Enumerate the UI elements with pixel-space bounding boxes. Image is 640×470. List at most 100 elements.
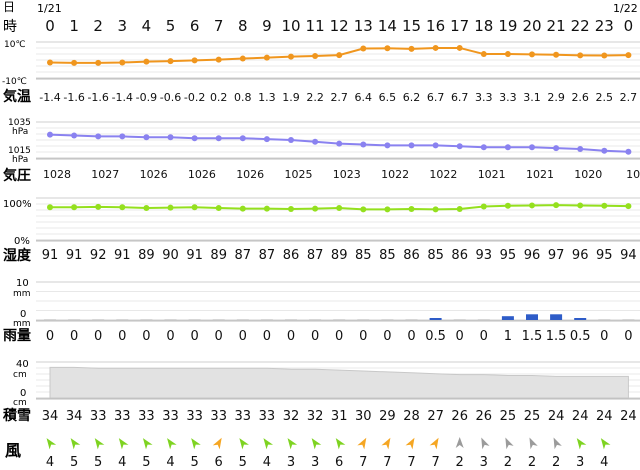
- temperature-value: 6.7: [427, 91, 445, 104]
- temperature-value: 2.5: [596, 91, 614, 104]
- wind-direction-icon: [381, 437, 391, 450]
- temperature-value: 2.9: [547, 91, 565, 104]
- humidity-point: [71, 204, 78, 211]
- pressure-value: 1021: [526, 168, 554, 181]
- humidity-value: 87: [235, 248, 252, 263]
- hour-label: 12: [330, 17, 349, 35]
- wind-direction-icon: [118, 438, 129, 450]
- humidity-value: 90: [162, 248, 179, 263]
- pressure-point: [625, 148, 632, 155]
- humidity-point: [432, 206, 439, 213]
- wind-icons: [46, 437, 611, 450]
- temperature-value: -0.9: [136, 91, 157, 104]
- temperature-point: [432, 44, 439, 51]
- rain-bar: [140, 319, 153, 320]
- humidity-value: 96: [524, 248, 541, 263]
- temperature-panel: 10℃ -10℃ 気温: [2, 40, 31, 105]
- humidity-point: [336, 204, 343, 211]
- pressure-point: [95, 133, 102, 140]
- rain-value: 1.5: [546, 329, 567, 344]
- humidity-point: [288, 206, 294, 213]
- rain-values: 0 0 0 0 0 0 0 0 0 0 0 0 0 0 0 0 0.5 0 0 1 1.5 1.5 0.5 0 0: [46, 329, 633, 344]
- pressure-point: [360, 141, 367, 148]
- humidity-value: 85: [355, 248, 372, 263]
- wind-speed-value: 4: [600, 455, 608, 470]
- humidity-value: 86: [451, 248, 468, 263]
- rain-bar: [188, 319, 201, 320]
- pressure-point: [504, 144, 511, 151]
- wind-speed-value: 5: [142, 455, 150, 470]
- humidity-value: 96: [572, 248, 589, 263]
- snow-value: 33: [90, 409, 107, 424]
- wind-speed-value: 4: [118, 455, 126, 470]
- rain-value: 0: [70, 329, 78, 344]
- pressure-point: [47, 131, 53, 138]
- hour-label: 21: [547, 17, 566, 35]
- hour-label: 8: [238, 17, 248, 35]
- pressure-point: [432, 142, 439, 149]
- snow-value: 32: [283, 409, 300, 424]
- snow-value: 25: [500, 409, 517, 424]
- humidity-point: [504, 202, 511, 209]
- hour-label: 16: [426, 17, 445, 35]
- wind-direction-icon: [142, 438, 153, 450]
- temperature-grid: [36, 41, 640, 80]
- temperature-point: [336, 52, 343, 59]
- hour-label: 7: [214, 17, 224, 35]
- wind-direction-icon: [46, 438, 57, 450]
- pressure-point: [336, 140, 343, 147]
- humidity-point: [456, 206, 463, 213]
- wind-speed-value: 7: [431, 455, 439, 470]
- humidity-point: [239, 205, 246, 212]
- rain-bar: [501, 316, 514, 320]
- humidity-value: 94: [620, 248, 637, 263]
- rain-bar: [309, 319, 322, 320]
- hour-label: 6: [190, 17, 200, 35]
- hour-label: 4: [142, 17, 152, 35]
- snow-axis-unit-bottom: cm: [13, 398, 27, 408]
- wind-speed-value: 7: [407, 455, 415, 470]
- wind-direction-icon: [263, 438, 274, 450]
- temperature-values: -1.4 -1.6 -1.6 -1.4 -0.9 -0.6 -0.2 0.2 0.8 1.3 1.9…: [39, 91, 637, 104]
- temperature-value: 6.4: [355, 91, 373, 104]
- pressure-panel: 1035 hPa 1015 hPa 気圧: [3, 118, 31, 184]
- hour-label: 23: [595, 17, 614, 35]
- pressure-point: [191, 135, 198, 142]
- rain-value: 0: [600, 329, 608, 344]
- hour-label: 10: [281, 17, 300, 35]
- snow-row-label: 積雪: [2, 407, 31, 424]
- rain-bar: [260, 319, 273, 320]
- pressure-point: [143, 134, 150, 141]
- wind-speed-value: 7: [359, 455, 367, 470]
- hour-label: 13: [354, 17, 373, 35]
- pressure-point: [480, 144, 487, 151]
- rain-bar: [68, 319, 81, 320]
- temperature-value: -1.4: [39, 91, 60, 104]
- snow-value: 24: [596, 409, 613, 424]
- snow-axis-bottom: 0: [20, 388, 26, 399]
- rain-value: 1.5: [522, 329, 543, 344]
- pressure-axis-bottom: 1015: [8, 146, 31, 156]
- hour-label: 18: [474, 17, 493, 35]
- wind-direction-icon: [529, 437, 538, 450]
- hour-label: 0: [45, 17, 55, 35]
- temperature-value: 2.7: [330, 91, 348, 104]
- snow-value: 26: [476, 409, 493, 424]
- hour-label: 1: [69, 17, 79, 35]
- wind-direction-icon: [191, 438, 201, 450]
- rain-axis-unit-bottom: mm: [13, 319, 31, 329]
- rain-bar: [477, 319, 490, 320]
- wind-speed-value: 2: [528, 455, 536, 470]
- hour-label: 14: [378, 17, 397, 35]
- snow-axis-top: 40: [16, 359, 29, 370]
- humidity-row-label: 湿度: [3, 247, 32, 264]
- wind-direction-icon: [553, 437, 562, 450]
- pressure-axis-top: 1035: [8, 118, 31, 128]
- temperature-value: 1.3: [258, 91, 276, 104]
- pressure-value: 1026: [188, 168, 216, 181]
- rain-value: 0: [239, 329, 247, 344]
- hour-label: 20: [522, 17, 541, 35]
- pressure-value: 1026: [236, 168, 264, 181]
- rain-value: 0.5: [570, 329, 591, 344]
